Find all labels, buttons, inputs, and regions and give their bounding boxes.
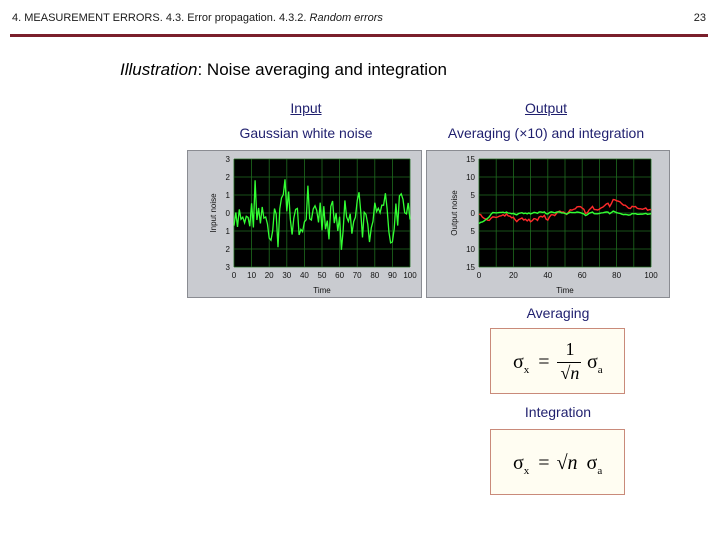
input-x-axis-label: Time: [313, 286, 331, 295]
sigma-x: σ: [513, 351, 524, 373]
y-tick-label: 3: [226, 263, 231, 272]
output-y-ticks: 15 10 5 0 5 10 15: [466, 155, 475, 272]
y-tick-label: 1: [226, 191, 231, 200]
x-tick-label: 50: [318, 271, 327, 280]
averaging-trace: [478, 210, 652, 225]
input-y-axis-label: Input noise: [209, 193, 218, 233]
x-tick-label: 30: [282, 271, 291, 280]
output-label: Output: [524, 100, 568, 116]
sigma-a-subscript: a: [597, 465, 603, 477]
breadcrumb-section: Random errors: [309, 12, 383, 24]
x-tick-label: 60: [335, 271, 344, 280]
integration-label: Integration: [524, 404, 592, 420]
y-tick-label: 10: [466, 245, 475, 254]
integration-formula: σx = √n σa: [513, 452, 602, 477]
header-divider: [10, 34, 708, 37]
y-tick-label: 5: [471, 227, 476, 236]
x-tick-label: 0: [232, 271, 237, 280]
fraction-numerator: 1: [565, 339, 575, 359]
x-tick-label: 100: [644, 271, 658, 280]
output-x-ticks: 0 20 40 60 80 100: [477, 271, 658, 280]
fraction-bar: [557, 362, 581, 363]
title-text: : Noise averaging and integration: [197, 60, 447, 79]
fraction-denominator: √n: [560, 363, 580, 383]
title-prefix: Illustration: [120, 60, 198, 79]
input-y-ticks: 3 2 1 0 1 2 3: [226, 155, 231, 272]
y-tick-label: 5: [471, 191, 476, 200]
x-tick-label: 70: [353, 271, 362, 280]
averaging-formula-box: σx = 1 √n σa: [490, 328, 625, 394]
y-tick-label: 15: [466, 263, 475, 272]
y-tick-label: 3: [226, 155, 231, 164]
y-tick-label: 0: [226, 209, 231, 218]
input-x-ticks: 0 10 20 30 40 50 60 70 80 90 100: [232, 271, 417, 280]
averaging-label: Averaging: [526, 305, 590, 321]
sigma-x-subscript: x: [523, 364, 530, 376]
output-noise-plot-panel: 15 10 5 0 5 10 15 0 20 40 60 80 100 Output noise Ti…: [426, 150, 670, 298]
sigma-a-subscript: a: [597, 364, 603, 376]
breadcrumb-text: 4. MEASUREMENT ERRORS. 4.3. Error propag…: [12, 12, 310, 24]
sigma-a-term: σa: [587, 351, 603, 376]
y-tick-label: 0: [471, 209, 476, 218]
averaging-formula: σx =: [513, 351, 550, 376]
page-number: 23: [693, 12, 706, 24]
x-tick-label: 100: [403, 271, 417, 280]
slide-title: Illustration: Noise averaging and integr…: [120, 60, 447, 80]
breadcrumb: 4. MEASUREMENT ERRORS. 4.3. Error propag…: [12, 12, 383, 24]
x-tick-label: 0: [477, 271, 482, 280]
input-noise-trace: [233, 179, 411, 250]
x-tick-label: 20: [265, 271, 274, 280]
sigma-a: σ: [586, 452, 598, 474]
y-tick-label: 2: [226, 173, 231, 182]
output-subtitle: Averaging (×10) and integration: [447, 125, 645, 141]
x-tick-label: 80: [370, 271, 379, 280]
output-y-axis-label: Output noise: [450, 190, 459, 236]
equals-sign: =: [538, 351, 550, 373]
y-tick-label: 2: [226, 245, 231, 254]
output-noise-plot: 15 10 5 0 5 10 15 0 20 40 60 80 100 Output noise Ti…: [450, 155, 658, 295]
x-tick-label: 90: [388, 271, 397, 280]
equals-sign: =: [538, 452, 550, 474]
integration-formula-box: σx = √n σa: [490, 429, 625, 495]
y-tick-label: 15: [466, 155, 475, 164]
sigma-a: σ: [587, 351, 598, 373]
y-tick-label: 1: [226, 227, 231, 236]
y-tick-label: 10: [466, 173, 475, 182]
x-tick-label: 40: [543, 271, 552, 280]
sigma-x-subscript: x: [523, 465, 530, 477]
input-plot-grid: [233, 158, 411, 268]
input-label: Input: [290, 100, 322, 116]
x-tick-label: 10: [247, 271, 256, 280]
sqrt-n: √n: [556, 452, 578, 474]
x-tick-label: 40: [300, 271, 309, 280]
output-x-axis-label: Time: [556, 286, 574, 295]
x-tick-label: 60: [578, 271, 587, 280]
sigma-x: σ: [513, 452, 524, 474]
x-tick-label: 80: [612, 271, 621, 280]
input-subtitle: Gaussian white noise: [239, 125, 373, 141]
x-tick-label: 20: [509, 271, 518, 280]
